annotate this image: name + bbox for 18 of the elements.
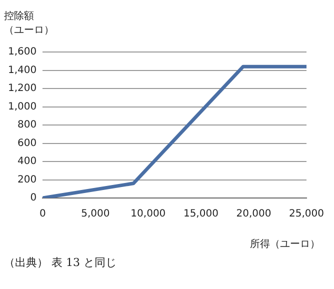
x-tick-label: 0 [39, 208, 46, 220]
y-axis-title: 控除額（ユーロ） [4, 10, 54, 38]
y-tick-label: 200 [18, 174, 37, 186]
y-tick-label: 1,200 [8, 83, 37, 94]
y-tick-label: 1,000 [8, 101, 37, 112]
x-tick-label: 5,000 [81, 208, 110, 220]
x-axis-title: 所得（ユーロ） [250, 238, 320, 252]
y-tick-label: 400 [18, 156, 37, 168]
y-tick-label: 800 [18, 120, 37, 131]
x-tick-label: 10,000 [130, 208, 166, 220]
y-tick-label: 1,600 [8, 46, 37, 58]
x-tick-label: 25,000 [289, 208, 324, 220]
x-tick-label: 20,000 [236, 208, 272, 220]
y-tick-label: 0 [30, 192, 37, 204]
y-tick-label: 1,400 [8, 64, 37, 76]
text: （出典） 表 13 と同じ [4, 256, 116, 270]
x-tick-label: 15,000 [183, 208, 218, 220]
y-tick-label: 600 [18, 138, 37, 149]
